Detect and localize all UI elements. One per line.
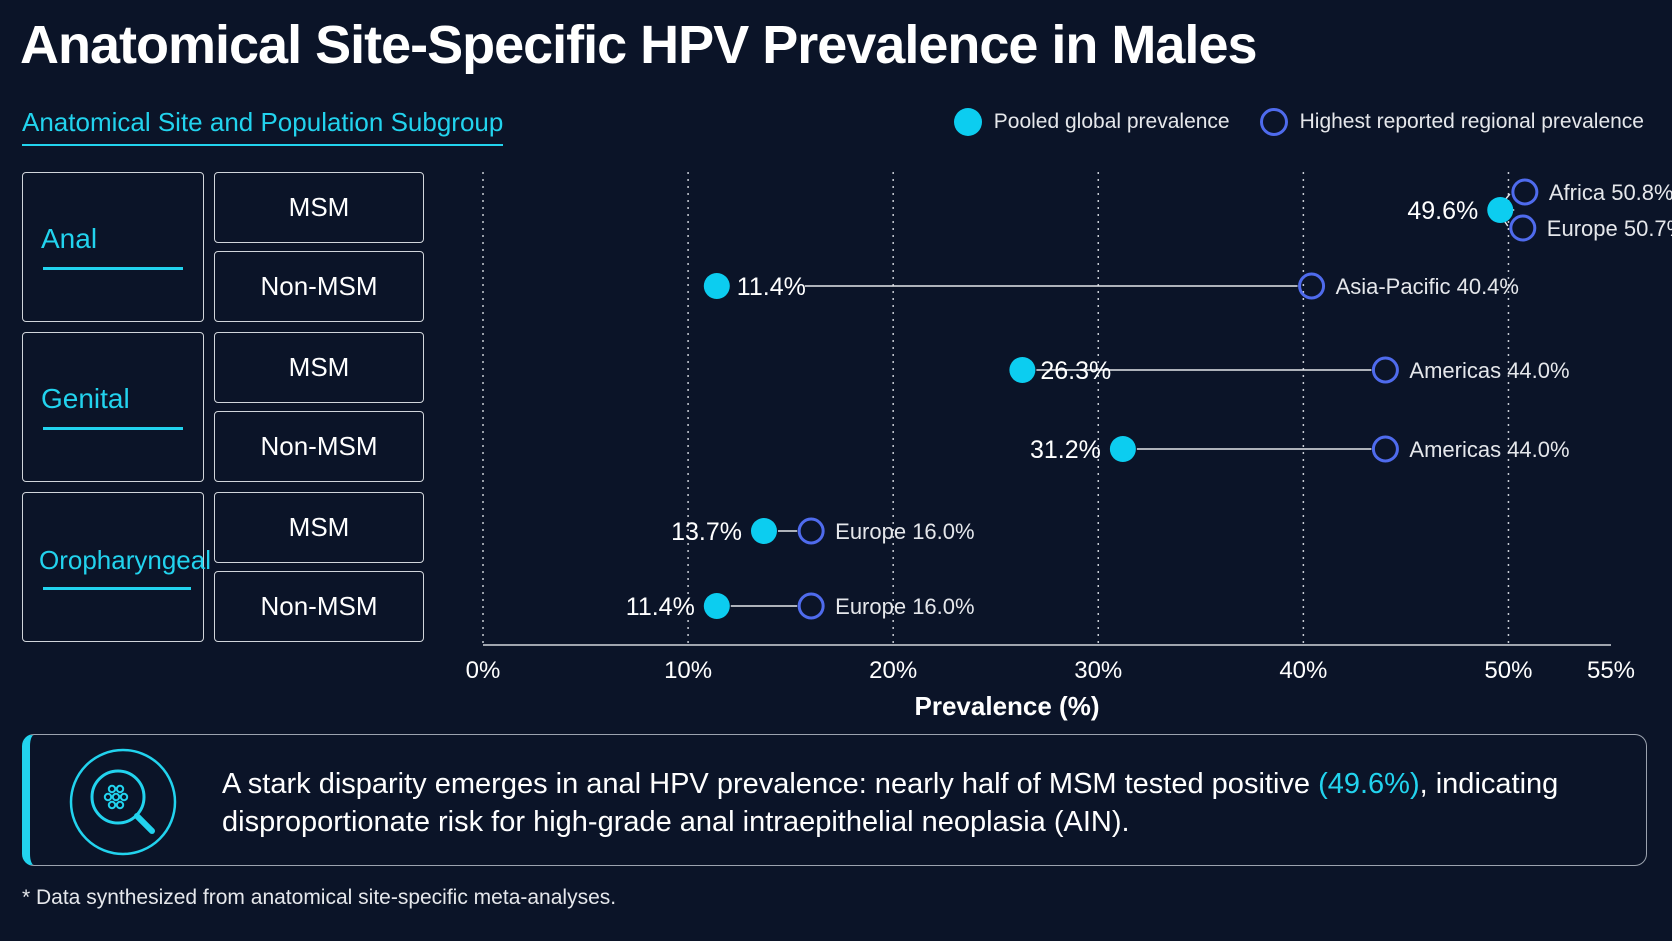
x-axis-title: Prevalence (%) (915, 691, 1100, 721)
legend-label-highest: Highest reported regional prevalence (1299, 110, 1644, 133)
callout-text-main: A stark disparity emerges in anal HPV pr… (222, 768, 1319, 800)
chart-subtitle: Anatomical Site and Population Subgroup (22, 107, 504, 146)
regional-value-label: Europe 16.0% (835, 594, 974, 619)
insight-callout: A stark disparity emerges in anal HPV pr… (22, 734, 1647, 866)
regional-value-label: Africa 50.8% (1549, 180, 1672, 205)
ring-circle-icon (1259, 108, 1288, 136)
site-label-anal: Anal (41, 223, 98, 254)
pooled-point (1487, 197, 1514, 223)
page-title: Anatomical Site-Specific HPV Prevalence … (20, 15, 1258, 75)
subgroup-box: Non-MSM (214, 411, 424, 482)
pooled-point (1009, 357, 1036, 383)
regional-point (1298, 272, 1326, 300)
regional-point (1371, 435, 1399, 463)
magnifier-cells-icon (69, 748, 177, 856)
legend-item-highest: Highest reported regional prevalence (1259, 108, 1644, 136)
legend: Pooled global prevalence Highest reporte… (938, 108, 1644, 136)
site-underline (43, 427, 183, 430)
subgroup-box: Non-MSM (214, 251, 424, 322)
pooled-point (703, 593, 730, 619)
subgroup-box: MSM (214, 492, 424, 563)
callout-highlight: (49.6%) (1318, 768, 1420, 800)
pooled-point (703, 273, 730, 299)
site-box-genital: Genital (22, 332, 204, 482)
x-tick-label: 40% (1279, 657, 1327, 684)
dumbbell-chart: 0% 10% 20% 30% 40% 50% 55% Prevalence (%) 49.6% A… (466, 172, 1672, 721)
pooled-point (750, 518, 777, 544)
regional-value-label: Europe 16.0% (835, 519, 974, 544)
pooled-point (1109, 436, 1136, 462)
regional-point (1371, 356, 1399, 384)
pooled-value-label: 13.7% (671, 518, 742, 546)
regional-value-label: Americas 44.0% (1409, 437, 1569, 462)
pooled-value-label: 26.3% (1040, 357, 1111, 385)
callout-text: A stark disparity emerges in anal HPV pr… (222, 765, 1622, 841)
x-tick-label: 10% (664, 657, 712, 684)
regional-point (797, 517, 825, 545)
regional-point (1509, 214, 1537, 242)
site-box-oropharyngeal: Oropharyngeal (22, 492, 211, 642)
site-box-anal: Anal (22, 172, 204, 322)
filled-circle-icon (953, 108, 982, 136)
subgroup-box: MSM (214, 172, 424, 243)
site-label-oropharyngeal: Oropharyngeal (39, 545, 211, 575)
x-tick-label: 55% (1587, 657, 1635, 684)
x-tick-label: 50% (1484, 657, 1532, 684)
x-tick-label: 30% (1074, 657, 1122, 684)
regional-point (1511, 178, 1539, 206)
site-underline (43, 267, 183, 270)
pooled-value-label: 31.2% (1030, 436, 1101, 464)
regional-value-label: Europe 50.7% (1547, 216, 1672, 241)
legend-label-pooled: Pooled global prevalence (993, 110, 1230, 133)
pooled-value-label: 49.6% (1407, 197, 1478, 225)
subgroup-box: MSM (214, 332, 424, 403)
regional-value-label: Asia-Pacific 40.4% (1336, 274, 1519, 299)
legend-item-pooled: Pooled global prevalence (953, 108, 1230, 136)
x-tick-label: 20% (869, 657, 917, 684)
site-label-genital: Genital (41, 383, 130, 414)
subgroup-box: Non-MSM (214, 571, 424, 642)
footnote: * Data synthesized from anatomical site-… (22, 886, 617, 909)
site-underline (43, 587, 191, 590)
pooled-value-label: 11.4% (737, 273, 806, 301)
callout-text-end: , indicating disproportionate risk for h… (222, 768, 1559, 838)
regional-point (797, 592, 825, 620)
pooled-value-label: 11.4% (626, 593, 695, 621)
x-tick-label: 0% (466, 657, 501, 684)
regional-value-label: Americas 44.0% (1409, 358, 1569, 383)
